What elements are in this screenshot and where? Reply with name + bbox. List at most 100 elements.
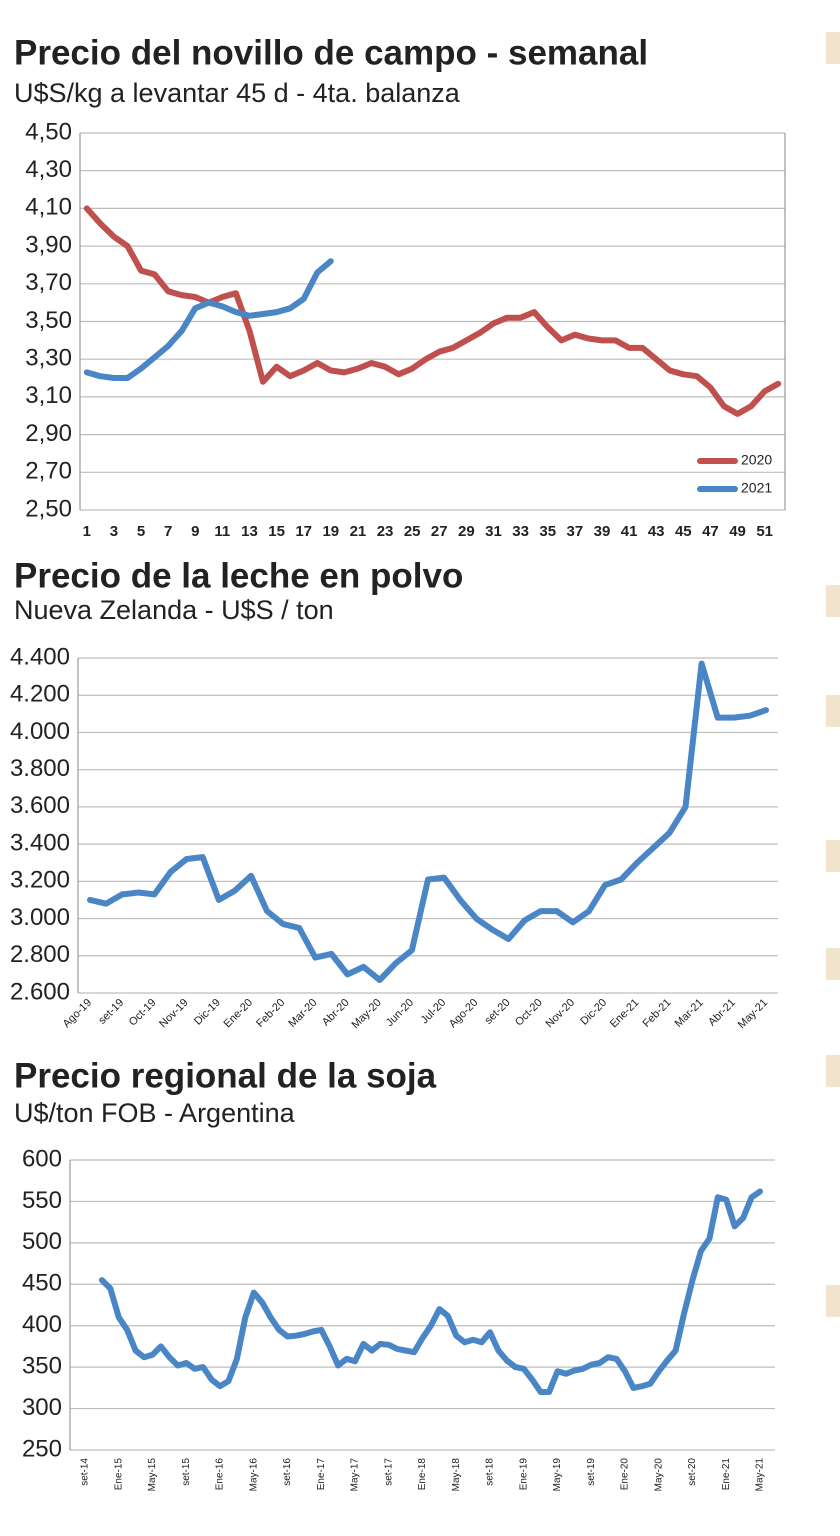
x-tick-label: Ene-16 xyxy=(215,1458,226,1491)
x-tick-label: May-21 xyxy=(755,1458,766,1492)
y-tick-label: 4.400 xyxy=(10,643,70,670)
y-tick-label: 2,90 xyxy=(25,420,72,447)
legend-label: 2020 xyxy=(741,452,772,468)
x-tick-label: Mar-20 xyxy=(286,997,319,1030)
x-tick-label: set-15 xyxy=(181,1458,192,1486)
x-tick-label: Feb-20 xyxy=(254,997,287,1030)
legend-label: 2021 xyxy=(741,480,772,496)
chart-title: Precio del novillo de campo - semanal xyxy=(14,33,648,72)
x-tick-label: 27 xyxy=(431,523,448,540)
x-tick-label: 33 xyxy=(512,523,529,540)
data-line xyxy=(83,258,334,381)
chart-subtitle: Nueva Zelanda - U$S / ton xyxy=(14,595,334,625)
x-tick-label: Nov-19 xyxy=(157,997,191,1031)
y-tick-label: 3,90 xyxy=(25,231,72,258)
x-tick-label: May-19 xyxy=(552,1458,563,1492)
chart-subtitle: U$S/kg a levantar 45 d - 4ta. balanza xyxy=(14,78,461,108)
y-tick-label: 3.800 xyxy=(10,755,70,782)
x-tick-label: 37 xyxy=(567,523,584,540)
x-tick-label: Dic-19 xyxy=(192,997,223,1028)
x-tick-label: May-16 xyxy=(248,1458,259,1492)
y-tick-label: 4,30 xyxy=(25,156,72,183)
x-tick-label: 51 xyxy=(756,523,773,540)
y-tick-label: 300 xyxy=(22,1394,62,1421)
y-tick-label: 3.400 xyxy=(10,829,70,856)
decor xyxy=(826,1055,840,1087)
y-tick-label: 2,70 xyxy=(25,458,72,485)
x-tick-label: 3 xyxy=(110,523,118,540)
x-tick-label: 17 xyxy=(295,523,312,540)
x-tick-label: set-18 xyxy=(485,1458,496,1486)
x-tick-label: Ene-19 xyxy=(518,1458,529,1491)
x-tick-label: 23 xyxy=(377,523,394,540)
x-tick-label: set-19 xyxy=(96,997,126,1027)
y-tick-label: 250 xyxy=(22,1435,62,1462)
x-tick-label: 29 xyxy=(458,523,475,540)
x-tick-label: 11 xyxy=(214,523,230,540)
x-tick-label: Ene-17 xyxy=(316,1458,327,1491)
x-tick-label: Nov-20 xyxy=(543,997,577,1031)
x-tick-label: Abr-20 xyxy=(320,997,352,1029)
decor xyxy=(826,948,840,980)
x-tick-label: May-17 xyxy=(350,1458,361,1492)
decor xyxy=(826,695,840,727)
x-tick-label: Jun-20 xyxy=(384,997,416,1029)
x-tick-label: Jul-20 xyxy=(419,997,449,1027)
x-tick-label: May-21 xyxy=(736,997,770,1031)
x-tick-label: 21 xyxy=(350,523,367,540)
y-tick-label: 600 xyxy=(22,1145,62,1172)
y-tick-label: 350 xyxy=(22,1352,62,1379)
x-tick-label: 9 xyxy=(191,523,199,540)
y-tick-label: 3.600 xyxy=(10,792,70,819)
y-tick-label: 3,70 xyxy=(25,269,72,296)
x-tick-label: 19 xyxy=(322,523,339,540)
x-tick-label: Oct-20 xyxy=(513,997,545,1029)
x-tick-label: set-20 xyxy=(687,1458,698,1486)
x-tick-label: 49 xyxy=(729,523,746,540)
x-tick-label: May-20 xyxy=(653,1458,664,1492)
x-tick-label: set-17 xyxy=(383,1458,394,1486)
x-tick-label: Oct-19 xyxy=(127,997,159,1029)
decor xyxy=(826,585,840,617)
x-tick-label: 39 xyxy=(594,523,611,540)
x-tick-label: Ene-21 xyxy=(721,1458,732,1491)
data-line xyxy=(98,1188,763,1395)
x-tick-label: Ene-20 xyxy=(620,1458,631,1491)
x-tick-label: 41 xyxy=(621,523,638,540)
x-tick-label: 1 xyxy=(83,523,91,540)
x-tick-label: Ene-20 xyxy=(222,997,256,1031)
x-tick-label: Ago-20 xyxy=(447,997,481,1031)
y-tick-label: 2.600 xyxy=(10,978,70,1005)
y-tick-label: 3,10 xyxy=(25,382,72,409)
x-tick-label: Abr-21 xyxy=(706,997,738,1029)
x-tick-label: 43 xyxy=(648,523,665,540)
y-tick-label: 3,50 xyxy=(25,307,72,334)
decor xyxy=(826,1285,840,1317)
x-tick-label: May-20 xyxy=(349,997,383,1031)
chart-title: Precio de la leche en polvo xyxy=(14,556,463,595)
x-tick-label: Feb-21 xyxy=(640,997,673,1030)
x-tick-label: May-15 xyxy=(147,1458,158,1492)
x-tick-label: Dic-20 xyxy=(578,997,609,1028)
decor xyxy=(826,840,840,872)
decor xyxy=(826,32,840,64)
x-tick-label: set-14 xyxy=(80,1458,91,1486)
x-tick-label: set-19 xyxy=(586,1458,597,1486)
y-tick-label: 450 xyxy=(22,1270,62,1297)
y-tick-label: 550 xyxy=(22,1187,62,1214)
x-tick-label: Mar-21 xyxy=(673,997,706,1030)
x-tick-label: 15 xyxy=(268,523,285,540)
x-tick-label: Ene-15 xyxy=(113,1458,124,1491)
y-tick-label: 2,50 xyxy=(25,495,72,522)
x-tick-label: 7 xyxy=(164,523,172,540)
data-line xyxy=(83,205,782,417)
y-tick-label: 400 xyxy=(22,1311,62,1338)
data-line xyxy=(87,660,769,983)
y-tick-label: 4,10 xyxy=(25,194,72,221)
x-tick-label: May-18 xyxy=(451,1458,462,1492)
y-tick-label: 3.000 xyxy=(10,904,70,931)
y-tick-label: 4.000 xyxy=(10,718,70,745)
x-tick-label: 13 xyxy=(241,523,258,540)
